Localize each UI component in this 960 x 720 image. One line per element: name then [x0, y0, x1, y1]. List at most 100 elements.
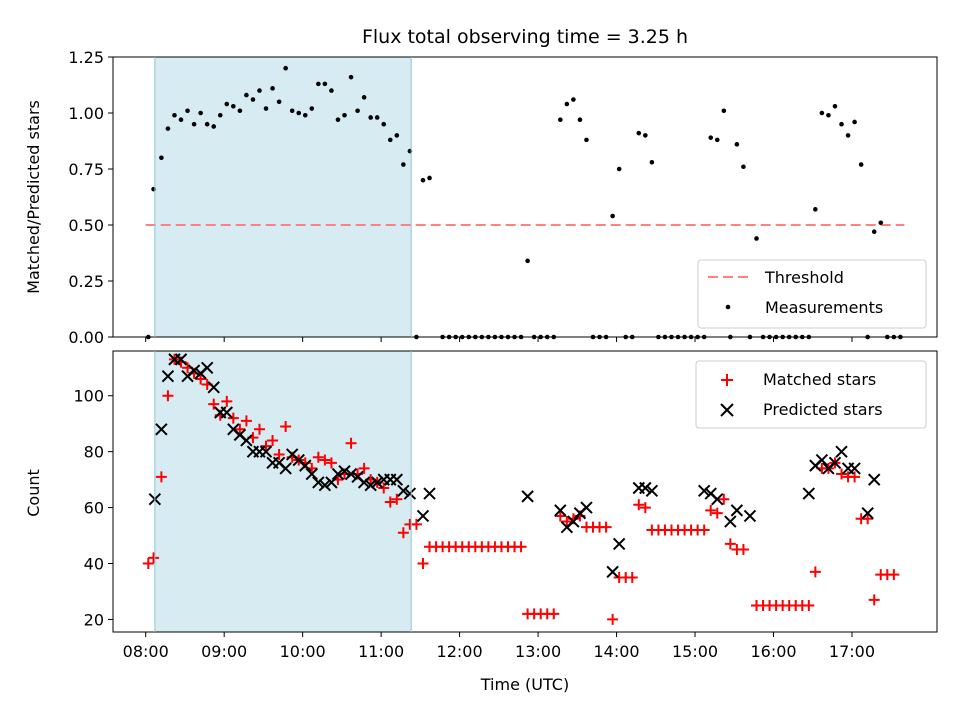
measurement-point: [355, 108, 360, 114]
y-tick-label: 100: [73, 387, 104, 406]
y-tick-label: 20: [84, 610, 104, 629]
measurement-point: [734, 142, 740, 147]
measurement-point: [329, 88, 334, 93]
predicted-star-point: [299, 459, 312, 472]
measurement-point: [342, 112, 347, 118]
predicted-star-point: [835, 445, 848, 458]
matched-star-point: [221, 395, 233, 407]
measurement-point: [165, 126, 171, 131]
matched-star-point: [698, 524, 710, 536]
y-tick-label: 60: [84, 499, 104, 518]
bottom-x-ticks: 08:00 09:00 10:00 11:00 12:00 13:00 14:00 15:00…: [123, 632, 875, 661]
matched-star-point: [554, 510, 566, 522]
measurement-point: [217, 112, 223, 118]
matched-star-point: [724, 538, 736, 550]
measurement-point: [185, 108, 190, 114]
measurement-point: [368, 115, 373, 120]
matched-star-point: [397, 527, 409, 539]
measurement-point: [237, 108, 243, 114]
top-highlight-span: [154, 57, 412, 337]
predicted-star-point: [259, 445, 273, 458]
x-tick-label: 11:00: [358, 642, 404, 661]
predicted-star-point: [397, 484, 410, 498]
predicted-star-point: [606, 565, 619, 579]
measurement-point: [244, 92, 249, 98]
predicted-star-point: [567, 515, 580, 528]
measurement-point: [610, 213, 615, 219]
top-legend: Threshold Measurements: [697, 259, 927, 329]
predicted-star-point: [318, 479, 332, 492]
legend-matched-swatch: [721, 374, 733, 386]
x-tick-label: 17:00: [829, 642, 875, 661]
bottom-y-ticks: 20 40 60 80 100: [73, 387, 113, 629]
legend-measurements-label: Measurements: [765, 298, 883, 317]
bottom-legend-box: [695, 360, 927, 429]
y-tick-label: 1.25: [68, 48, 104, 67]
bottom-y-axis-label: Count: [24, 469, 43, 517]
matched-star-point: [234, 423, 246, 435]
matched-star-point: [515, 541, 527, 553]
matched-star-point: [705, 504, 717, 516]
matched-star-point: [633, 499, 645, 511]
predicted-star-point: [155, 423, 168, 436]
measurement-point: [714, 137, 720, 143]
matched-star-point: [319, 454, 331, 466]
predicted-star-point: [711, 492, 724, 506]
matched-star-point: [280, 420, 292, 432]
matched-star-point: [836, 468, 848, 480]
measurement-point: [741, 164, 746, 170]
y-tick-label: 0.50: [68, 216, 104, 235]
x-tick-label: 08:00: [123, 642, 169, 661]
matched-star-point: [410, 518, 422, 530]
measurement-point: [374, 115, 380, 120]
predicted-star-point: [161, 369, 175, 383]
measurement-point: [302, 112, 308, 118]
x-tick-label: 15:00: [672, 642, 718, 661]
predicted-star-point: [338, 465, 351, 478]
legend-threshold-label: Threshold: [764, 268, 844, 287]
matched-star-point: [142, 557, 154, 569]
measurement-point: [845, 133, 851, 138]
matched-star-point: [417, 557, 429, 569]
measurement-point: [211, 124, 217, 129]
top-legend-box: [697, 259, 927, 329]
bottom-legend: Matched stars Predicted stars: [695, 360, 927, 429]
predicted-star-point: [240, 434, 253, 447]
matched-star-point: [325, 457, 337, 469]
measurement-point: [721, 108, 727, 114]
matched-star-point: [358, 462, 370, 474]
matched-star-point: [626, 571, 638, 583]
x-axis-label: Time (UTC): [480, 675, 569, 694]
matched-star-point: [195, 373, 207, 385]
predicted-star-point: [645, 484, 659, 498]
matched-star-point: [260, 440, 272, 452]
measurement-point: [427, 175, 432, 181]
matched-star-point: [253, 423, 265, 435]
matched-star-point: [240, 415, 252, 427]
measurement-point: [276, 99, 282, 105]
matched-star-point: [809, 566, 821, 578]
predicted-star-point: [200, 361, 214, 374]
matched-star-point: [548, 608, 560, 620]
y-tick-label: 80: [84, 443, 104, 462]
matched-star-point: [267, 434, 279, 446]
measurement-point: [571, 97, 576, 102]
predicted-star-point: [174, 353, 188, 366]
measurement-point: [577, 117, 583, 123]
matched-star-point: [862, 513, 874, 525]
measurement-point: [270, 86, 275, 91]
predicted-star-point: [423, 487, 436, 500]
matched-star-point: [561, 516, 573, 528]
y-tick-label: 40: [84, 554, 104, 573]
x-tick-label: 12:00: [437, 642, 483, 661]
measurement-point: [309, 106, 315, 111]
measurement-point: [172, 112, 177, 118]
predicted-star-point: [868, 473, 881, 486]
predicted-star-point: [331, 467, 345, 481]
y-tick-label: 1.00: [68, 104, 104, 123]
matched-star-point: [639, 502, 651, 514]
measurement-point: [263, 106, 269, 111]
predicted-star-point: [828, 456, 842, 470]
chart-title: Flux total observing time = 3.25 h: [362, 26, 688, 48]
matched-star-point: [868, 594, 880, 606]
